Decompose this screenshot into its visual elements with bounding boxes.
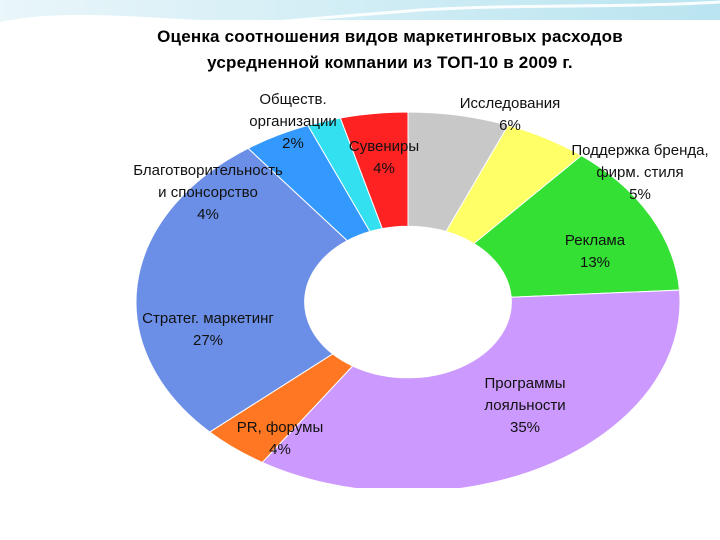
slice-label-line: PR, форумы <box>237 419 323 436</box>
slice-label-line: 35% <box>510 419 540 436</box>
slice-label-line: организации <box>249 113 336 130</box>
slice-label-line: 4% <box>373 160 395 177</box>
slice-label-line: Обществ. <box>259 91 326 108</box>
slice-label-brand-support: Поддержка бренда, фирм. стиля 5% <box>571 142 708 203</box>
slice-label-line: 5% <box>629 186 651 203</box>
slice-label-charity: Благотворительность и спонсорство 4% <box>133 162 283 223</box>
slice-label-research: Исследования 6% <box>460 95 561 134</box>
slice-label-line: Поддержка бренда, <box>571 142 708 159</box>
donut-hole <box>304 226 512 378</box>
slice-label-strategic-marketing: Стратег. маркетинг 27% <box>142 310 274 349</box>
slice-label-line: Стратег. маркетинг <box>142 310 274 327</box>
slice-label-line: Благотворительность <box>133 162 283 179</box>
slice-label-line: Программы <box>484 375 565 392</box>
slice-label-loyalty: Программы лояльности 35% <box>484 375 565 436</box>
slice-label-line: фирм. стиля <box>596 164 683 181</box>
slice-label-line: 4% <box>269 441 291 458</box>
chart-panel: Исследования 6% Поддержка бренда, фирм. сти… <box>60 20 720 488</box>
slice-label-pr-forums: PR, форумы 4% <box>237 419 323 458</box>
slice-label-line: 6% <box>499 117 521 134</box>
donut-chart: Исследования 6% Поддержка бренда, фирм. сти… <box>133 91 709 488</box>
chart-title-line-2: усредненной компании из ТОП-10 в 2009 г. <box>207 53 573 72</box>
slice-label-line: 13% <box>580 254 610 271</box>
chart-title: Оценка соотношения видов маркетинговых р… <box>60 24 720 76</box>
slice-label-line: лояльности <box>484 397 565 414</box>
slice-label-line: 4% <box>197 206 219 223</box>
slice-label-advertising: Реклама 13% <box>565 232 626 271</box>
slide-bottom-band <box>0 488 720 540</box>
slice-label-line: Исследования <box>460 95 561 112</box>
slice-label-line: Реклама <box>565 232 626 249</box>
slice-label-public-orgs: Обществ. организации 2% <box>249 91 336 152</box>
slice-label-line: 27% <box>193 332 223 349</box>
slice-label-line: 2% <box>282 135 304 152</box>
slice-label-line: и спонсорство <box>158 184 258 201</box>
chart-title-line-1: Оценка соотношения видов маркетинговых р… <box>157 27 623 46</box>
slice-label-line: Сувениры <box>349 138 419 155</box>
slice-label-souvenirs: Сувениры 4% <box>349 138 419 177</box>
